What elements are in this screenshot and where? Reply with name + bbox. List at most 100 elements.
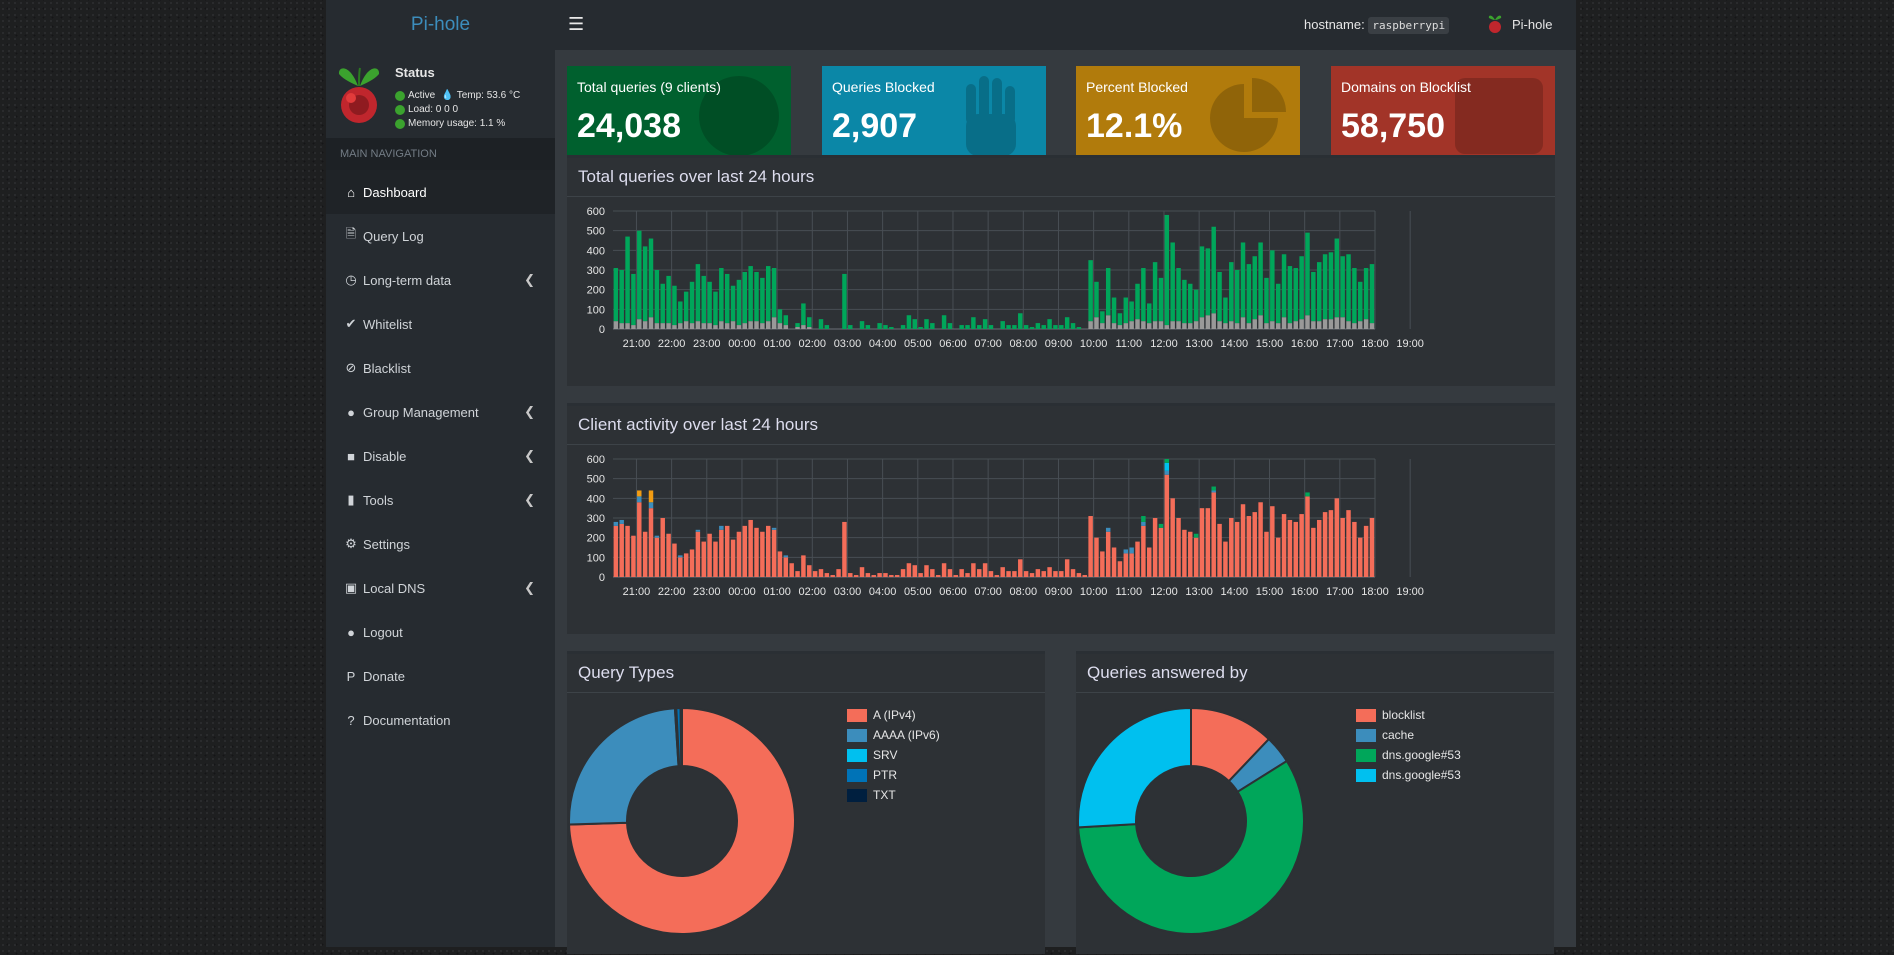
bar[interactable] [1035,323,1041,329]
bar[interactable] [1340,317,1345,329]
bar[interactable] [1299,319,1304,329]
sidebar-item-blacklist[interactable]: ⊘ Blacklist [326,346,555,390]
bar[interactable] [1281,317,1287,329]
sidebar-item-dashboard[interactable]: ⌂ Dashboard [326,170,555,214]
sidebar-item-long-term-data[interactable]: ◷ Long-term data ❮ [326,258,555,302]
stat-tile[interactable]: Total queries (9 clients) 24,038 [567,66,791,167]
bar[interactable] [1305,496,1310,577]
bar[interactable] [707,323,712,329]
bar[interactable] [713,291,718,326]
bar[interactable] [748,321,753,329]
bar[interactable] [1094,281,1099,318]
bar[interactable] [1188,531,1193,577]
bar[interactable] [1147,303,1152,324]
bar[interactable] [1340,518,1345,577]
bar[interactable] [642,246,648,322]
bar[interactable] [877,323,882,329]
bar[interactable] [824,325,830,329]
bar[interactable] [1152,321,1158,329]
bar[interactable] [1311,527,1316,577]
bar[interactable] [1334,317,1340,329]
bar[interactable] [748,519,753,577]
bar[interactable] [1076,327,1082,329]
bar[interactable] [1012,325,1017,329]
bar[interactable] [1287,266,1293,324]
bar[interactable] [754,271,759,322]
bar[interactable] [742,271,748,324]
bar[interactable] [1170,498,1175,577]
bar[interactable] [1123,297,1129,324]
bar[interactable] [1358,321,1363,329]
bar[interactable] [1111,323,1117,329]
bar[interactable] [648,317,654,329]
bar[interactable] [842,273,847,329]
bar[interactable] [1363,525,1369,577]
bar[interactable] [683,553,689,577]
menu-toggle-icon[interactable]: ☰ [568,14,585,34]
bar[interactable] [818,319,824,329]
bar[interactable] [1088,321,1093,329]
bar[interactable] [1041,325,1046,329]
bar[interactable] [613,525,619,577]
bar[interactable] [1129,553,1134,577]
bar[interactable] [637,496,642,503]
bar[interactable] [1164,214,1170,326]
bar[interactable] [1305,232,1310,316]
bar[interactable] [1234,521,1240,577]
bar[interactable] [719,268,724,322]
bar[interactable] [977,569,982,577]
bar[interactable] [801,325,806,329]
bar[interactable] [1270,250,1275,322]
bar[interactable] [689,281,695,324]
bar[interactable] [1141,516,1146,522]
bar[interactable] [1059,571,1064,577]
bar[interactable] [654,535,660,538]
bar[interactable] [678,555,683,558]
legend-item[interactable]: A (IPv4) [847,705,940,725]
bar[interactable] [1182,279,1187,324]
legend-item[interactable]: blocklist [1356,705,1461,725]
bar[interactable] [1088,516,1093,577]
bar[interactable] [959,325,964,329]
bar[interactable] [654,270,660,324]
bar[interactable] [689,549,695,577]
bar[interactable] [1211,313,1216,329]
bar[interactable] [1047,567,1052,577]
bar[interactable] [666,323,671,329]
bar[interactable] [678,323,683,329]
bar[interactable] [1293,268,1298,322]
bar[interactable] [777,551,783,577]
stat-tile[interactable]: Percent Blocked 12.1% [1076,66,1300,167]
bar[interactable] [1147,547,1152,578]
bar[interactable] [660,283,665,324]
bar[interactable] [695,321,701,329]
bar[interactable] [1158,277,1164,322]
bar[interactable] [637,230,642,320]
bar[interactable] [1029,573,1035,577]
bar[interactable] [1270,321,1275,329]
bar[interactable] [906,563,912,577]
bar[interactable] [1340,256,1345,318]
bar[interactable] [1182,323,1187,329]
sidebar-item-disable[interactable]: ■ Disable ❮ [326,434,555,478]
bar[interactable] [965,325,970,329]
bar[interactable] [654,323,660,329]
bar[interactable] [1105,315,1111,329]
bar[interactable] [1311,321,1316,329]
bar[interactable] [1328,252,1334,320]
bar[interactable] [1352,521,1357,577]
bar[interactable] [924,565,929,577]
bar[interactable] [631,273,636,326]
bar[interactable] [771,529,777,577]
bar[interactable] [795,571,800,577]
bar[interactable] [1018,313,1023,329]
bar[interactable] [1322,319,1328,329]
bar[interactable] [660,323,665,329]
bar[interactable] [1047,319,1052,329]
bar[interactable] [1105,527,1111,532]
bar[interactable] [1129,321,1134,329]
bar[interactable] [1322,512,1328,577]
bar[interactable] [1053,571,1058,577]
legend-item[interactable]: dns.google#53 [1356,745,1461,765]
bar[interactable] [619,323,624,329]
